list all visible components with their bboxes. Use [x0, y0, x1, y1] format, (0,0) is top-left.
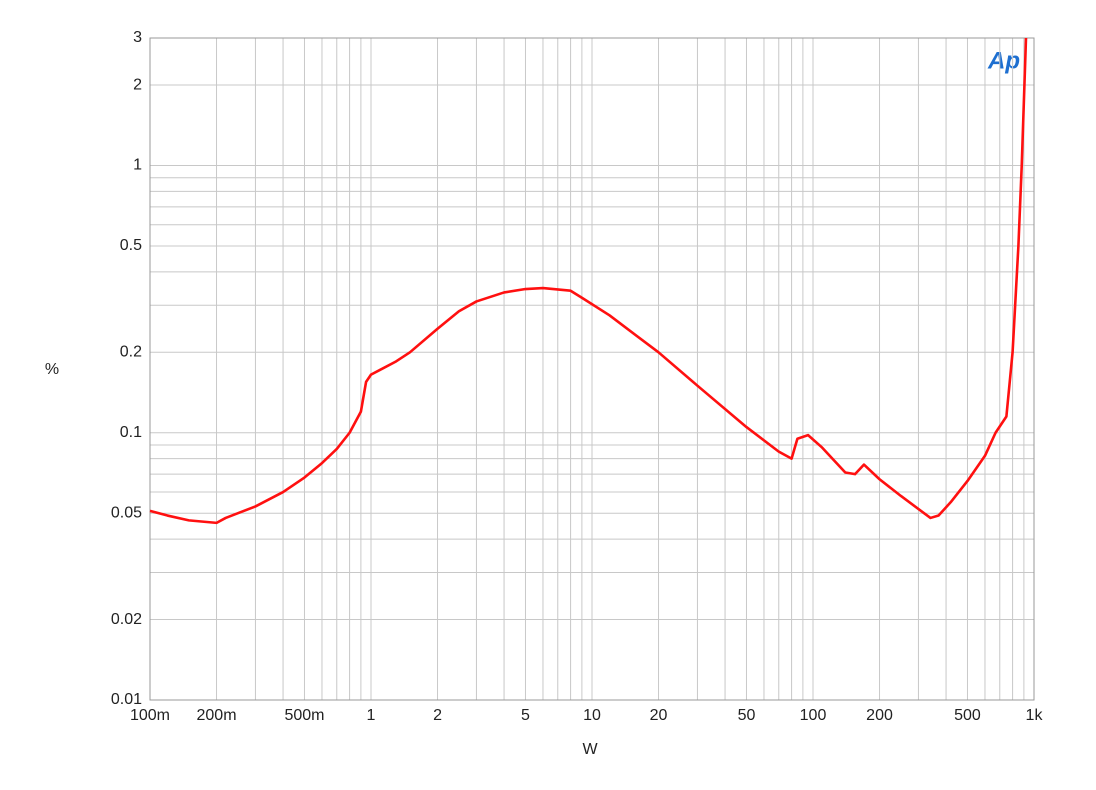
x-tick-label: 5 [521, 707, 530, 724]
x-tick-label: 10 [583, 707, 601, 724]
x-tick-label: 500m [284, 707, 324, 724]
x-tick-label: 200m [197, 707, 237, 724]
x-tick-label: 50 [738, 707, 756, 724]
x-tick-label: 100 [800, 707, 827, 724]
y-tick-label: 0.2 [120, 344, 142, 361]
x-axis-label: W [582, 741, 598, 758]
x-tick-label: 2 [433, 707, 442, 724]
y-tick-label: 0.05 [111, 504, 142, 521]
x-tick-label: 1 [367, 707, 376, 724]
x-tick-label: 1k [1026, 707, 1044, 724]
logo: Ap [987, 47, 1020, 74]
y-tick-label: 3 [133, 29, 142, 46]
x-tick-label: 500 [954, 707, 981, 724]
x-tick-label: 100m [130, 707, 170, 724]
data-line [149, 37, 1028, 525]
y-tick-label: 0.1 [120, 424, 142, 441]
y-tick-label: 2 [133, 76, 142, 93]
y-tick-label: 0.02 [111, 611, 142, 628]
x-tick-label: 200 [866, 707, 893, 724]
y-tick-label: 0.01 [111, 691, 142, 708]
plot-frame [149, 37, 1035, 701]
y-tick-label: 1 [133, 157, 142, 174]
y-axis-label: % [45, 361, 59, 378]
x-tick-label: 20 [650, 707, 668, 724]
y-tick-label: 0.5 [120, 237, 142, 254]
